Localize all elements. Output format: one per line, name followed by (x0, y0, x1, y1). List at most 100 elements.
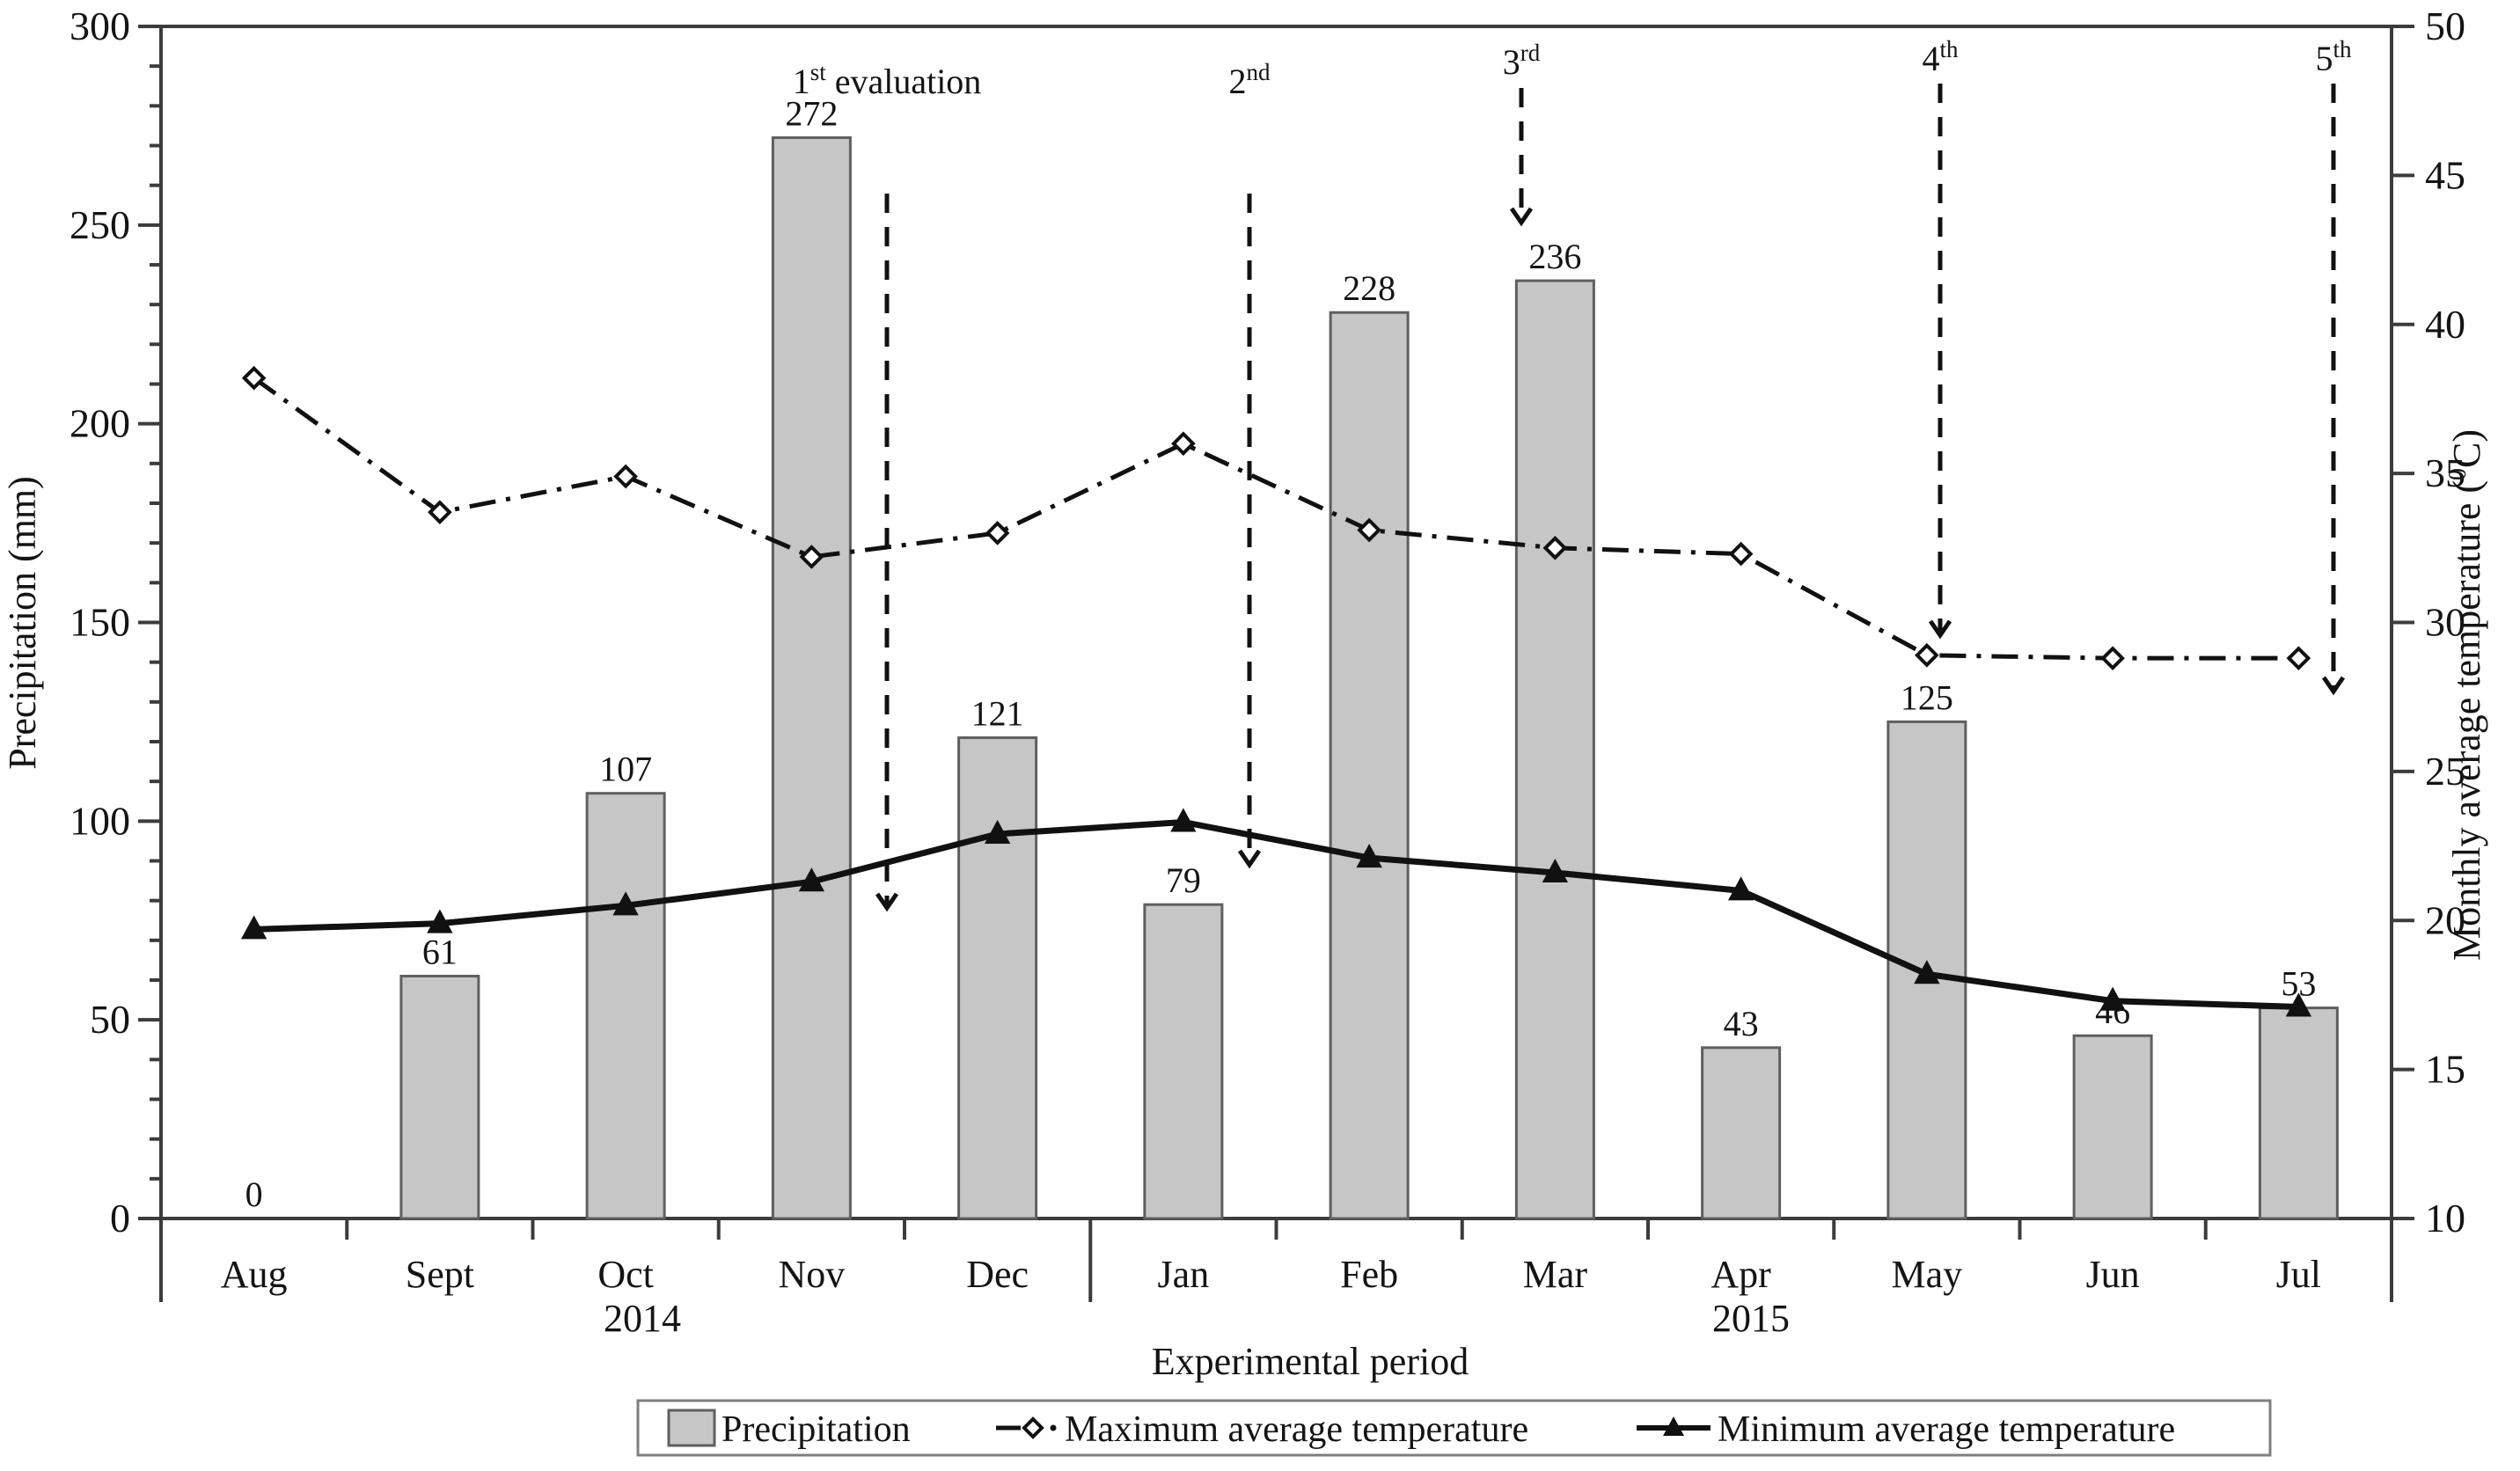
evaluation-arrowhead (1509, 207, 1534, 227)
max-temp-marker (428, 500, 452, 524)
max-temp-line (253, 376, 2299, 661)
min-temp-marker (612, 891, 639, 916)
right-axis-tick-label: 15 (2425, 1047, 2465, 1092)
precipitation-bar (1514, 279, 1595, 1220)
left-axis-tick-label: 0 (110, 1196, 130, 1240)
year-label: 2015 (1712, 1297, 1790, 1340)
month-label: Jan (1158, 1253, 1210, 1296)
max-temp-marker (1915, 642, 1939, 668)
year-label: 2014 (604, 1297, 681, 1340)
bar-value-label: 61 (422, 932, 458, 971)
month-label: Aug (221, 1253, 288, 1296)
precipitation-bar (771, 135, 852, 1220)
legend-min-triangle-icon (1663, 1416, 1684, 1436)
min-temp-marker (427, 909, 453, 933)
min-temp-marker (1727, 876, 1754, 901)
legend-max-dot-icon (1050, 1424, 1057, 1431)
precipitation-bar (1329, 311, 1410, 1220)
month-label: Oct (597, 1253, 654, 1296)
month-label: Mar (1523, 1253, 1588, 1296)
min-temp-marker (2285, 992, 2312, 1017)
right-axis-tick-label: 30 (2425, 600, 2465, 645)
precipitation-bar (1143, 903, 1224, 1220)
min-temp-marker (240, 915, 267, 940)
min-temp-line (253, 818, 2299, 1010)
max-temp-marker (241, 365, 267, 391)
bar-value-label: 107 (599, 750, 652, 789)
evaluation-label: 1st evaluation (793, 59, 982, 101)
max-temp-marker (985, 521, 1010, 545)
max-temp-marker (1171, 431, 1196, 457)
min-temp-marker (798, 867, 825, 892)
min-temp-marker (2099, 986, 2126, 1011)
max-temp-marker (1728, 541, 1754, 567)
min-temp-marker (984, 819, 1011, 845)
bar-value-label: 121 (971, 693, 1024, 733)
right-axis-tick-label: 25 (2425, 749, 2465, 794)
max-temp-marker (2100, 646, 2125, 670)
max-temp-marker (2286, 646, 2311, 670)
plot-border (159, 25, 2393, 1220)
left-axis-title: Precipitation (mm) (1, 476, 44, 770)
evaluation-arrowhead (1928, 619, 1952, 640)
legend-label-precipitation: Precipitation (722, 1409, 911, 1450)
precipitation-bar (585, 792, 666, 1220)
left-axis-tick-label: 200 (70, 401, 130, 446)
precipitation-bar (2258, 1006, 2339, 1220)
right-axis-tick-label: 40 (2425, 302, 2465, 347)
month-label: Nov (778, 1253, 845, 1296)
legend-precipitation-swatch-icon (667, 1409, 716, 1447)
max-temp-marker (1357, 517, 1381, 543)
precipitation-bar (1701, 1046, 1782, 1220)
right-axis-tick-label: 45 (2425, 152, 2465, 197)
bar-value-label: 79 (1166, 860, 1201, 900)
right-axis-tick-label: 35 (2425, 450, 2465, 495)
month-label: May (1892, 1253, 1963, 1296)
left-axis-tick-label: 50 (90, 997, 130, 1042)
evaluation-arrowhead (1237, 849, 1262, 869)
bar-value-label: 0 (245, 1175, 263, 1214)
month-label: Jul (2276, 1253, 2321, 1296)
bar-value-label: 236 (1528, 237, 1581, 276)
precipitation-bar (2072, 1034, 2153, 1220)
max-temp-marker (613, 464, 638, 489)
right-axis-title: Monthly average temperature (0C) (2444, 429, 2488, 961)
legend-box (636, 1399, 2272, 1457)
precipitation-bar (957, 736, 1038, 1220)
month-label: Sept (406, 1253, 474, 1296)
evaluation-label: 3rd (1503, 40, 1541, 82)
right-axis-tick-label: 50 (2425, 4, 2465, 48)
bar-value-label: 43 (1724, 1004, 1759, 1043)
left-axis-tick-label: 150 (70, 600, 130, 645)
month-label: Apr (1711, 1253, 1771, 1296)
evaluation-arrowhead (875, 892, 899, 912)
bar-value-label: 125 (1901, 677, 1953, 717)
min-temp-marker (1170, 808, 1197, 832)
min-temp-marker (1542, 858, 1569, 883)
right-axis-tick-label: 10 (2425, 1196, 2465, 1240)
min-temp-marker (1356, 844, 1382, 868)
left-axis-tick-label: 250 (70, 202, 130, 247)
max-temp-marker (799, 545, 824, 569)
min-temp-marker (1914, 960, 1940, 984)
max-temp-marker (1542, 535, 1568, 560)
x-axis-title: Experimental period (1152, 1340, 1469, 1383)
legend-label-min-temperature: Minimum average temperature (1718, 1409, 2175, 1450)
legend-max-diamond-icon (1022, 1416, 1044, 1439)
left-axis-tick-label: 300 (70, 4, 130, 48)
precipitation-bar (399, 974, 480, 1220)
left-axis-tick-label: 100 (70, 798, 130, 843)
evaluation-label: 4th (1922, 36, 1959, 78)
month-label: Dec (966, 1253, 1029, 1296)
month-label: Feb (1340, 1253, 1398, 1296)
right-axis-tick-label: 20 (2425, 897, 2465, 942)
legend-label-max-temperature: Maximum average temperature (1065, 1409, 1528, 1450)
evaluation-label: 5th (2315, 36, 2352, 78)
bar-value-label: 272 (785, 93, 838, 133)
evaluation-label: 2nd (1229, 59, 1271, 101)
bar-value-label: 228 (1343, 268, 1396, 308)
evaluation-arrowhead (2321, 676, 2346, 696)
month-label: Jun (2086, 1253, 2140, 1296)
